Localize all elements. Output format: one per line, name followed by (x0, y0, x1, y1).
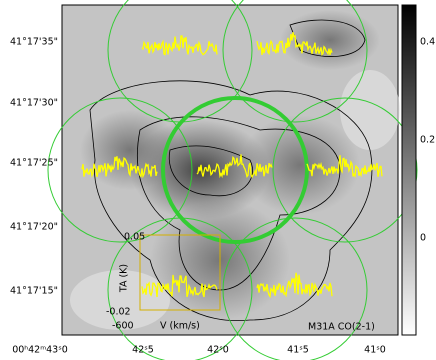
spectrum (306, 155, 383, 179)
inset-ymin: -0.02 (106, 307, 131, 318)
spectrum (196, 154, 273, 179)
inset-ylabel: TA (K) (119, 264, 130, 293)
spectra (81, 32, 383, 299)
annotation: M31A CO(2-1) (308, 322, 375, 333)
y-tick-label: 41°17'20" (10, 222, 58, 233)
y-tick-label: 41°17'15" (10, 286, 58, 297)
inset-box (139, 234, 221, 311)
colorbar (401, 4, 417, 336)
spectrum (141, 274, 218, 298)
x-tick-label: 42ˢ0 (207, 345, 229, 356)
spectrum (81, 156, 158, 179)
colorbar-tick-label: 0 (420, 233, 426, 244)
x-tick-label: 41ˢ5 (287, 345, 309, 356)
inset-xmin: -600 (112, 321, 134, 332)
y-tick-label: 41°17'35" (10, 37, 58, 48)
spectrum (256, 32, 333, 56)
inset-xlabel: V (km/s) (160, 321, 200, 332)
beam-circles (47, 0, 418, 360)
x-tick-label: 00ʰ42ᵐ43ˢ0 (12, 345, 68, 356)
inset-ymax: 0.05 (124, 232, 145, 243)
spectrum (141, 35, 218, 56)
colorbar-tick-label: 0.2 (420, 135, 435, 146)
y-tick-label: 41°17'25" (10, 158, 58, 169)
contours (89, 19, 373, 322)
x-tick-label: 42ˢ5 (132, 345, 154, 356)
x-tick-label: 41ˢ0 (364, 345, 386, 356)
spectrum (256, 272, 333, 299)
colorbar-tick-label: 0.4 (420, 37, 435, 48)
y-tick-label: 41°17'30" (10, 98, 58, 109)
